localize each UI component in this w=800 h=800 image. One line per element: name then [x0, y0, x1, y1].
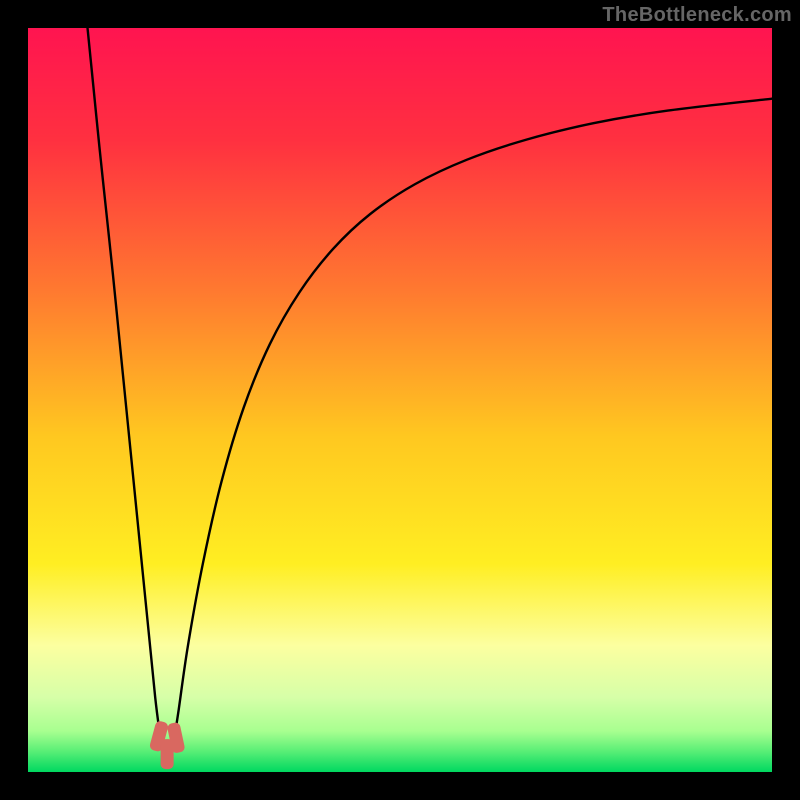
watermark-text: TheBottleneck.com	[602, 4, 792, 27]
plot-background	[28, 28, 772, 772]
chart-stage: TheBottleneck.com	[0, 0, 800, 800]
chart-svg	[0, 0, 800, 800]
